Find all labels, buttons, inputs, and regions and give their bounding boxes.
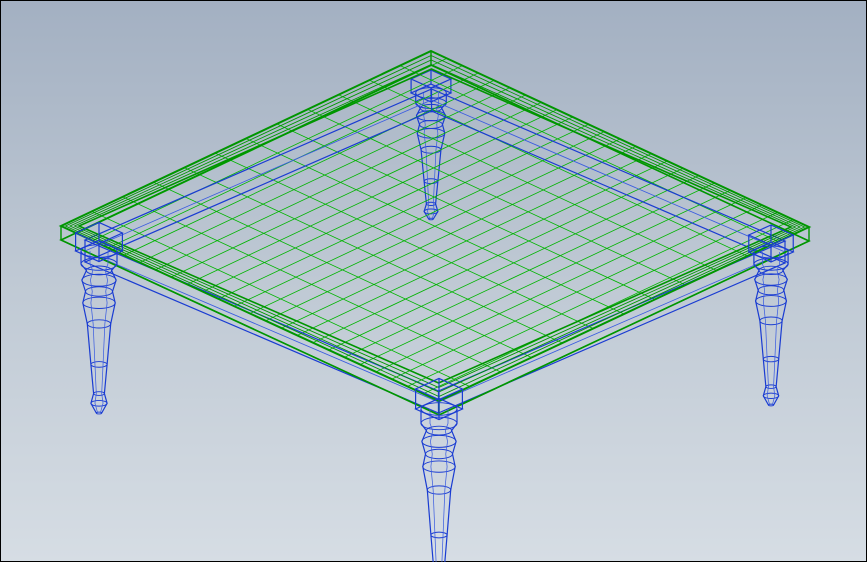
table-leg: [416, 378, 463, 562]
tabletop-mesh: [61, 51, 809, 401]
tabletop-edges: [61, 51, 809, 415]
wireframe-scene: [1, 1, 867, 562]
cad-viewport[interactable]: [1, 1, 866, 561]
tabletop-structure: [61, 51, 809, 415]
